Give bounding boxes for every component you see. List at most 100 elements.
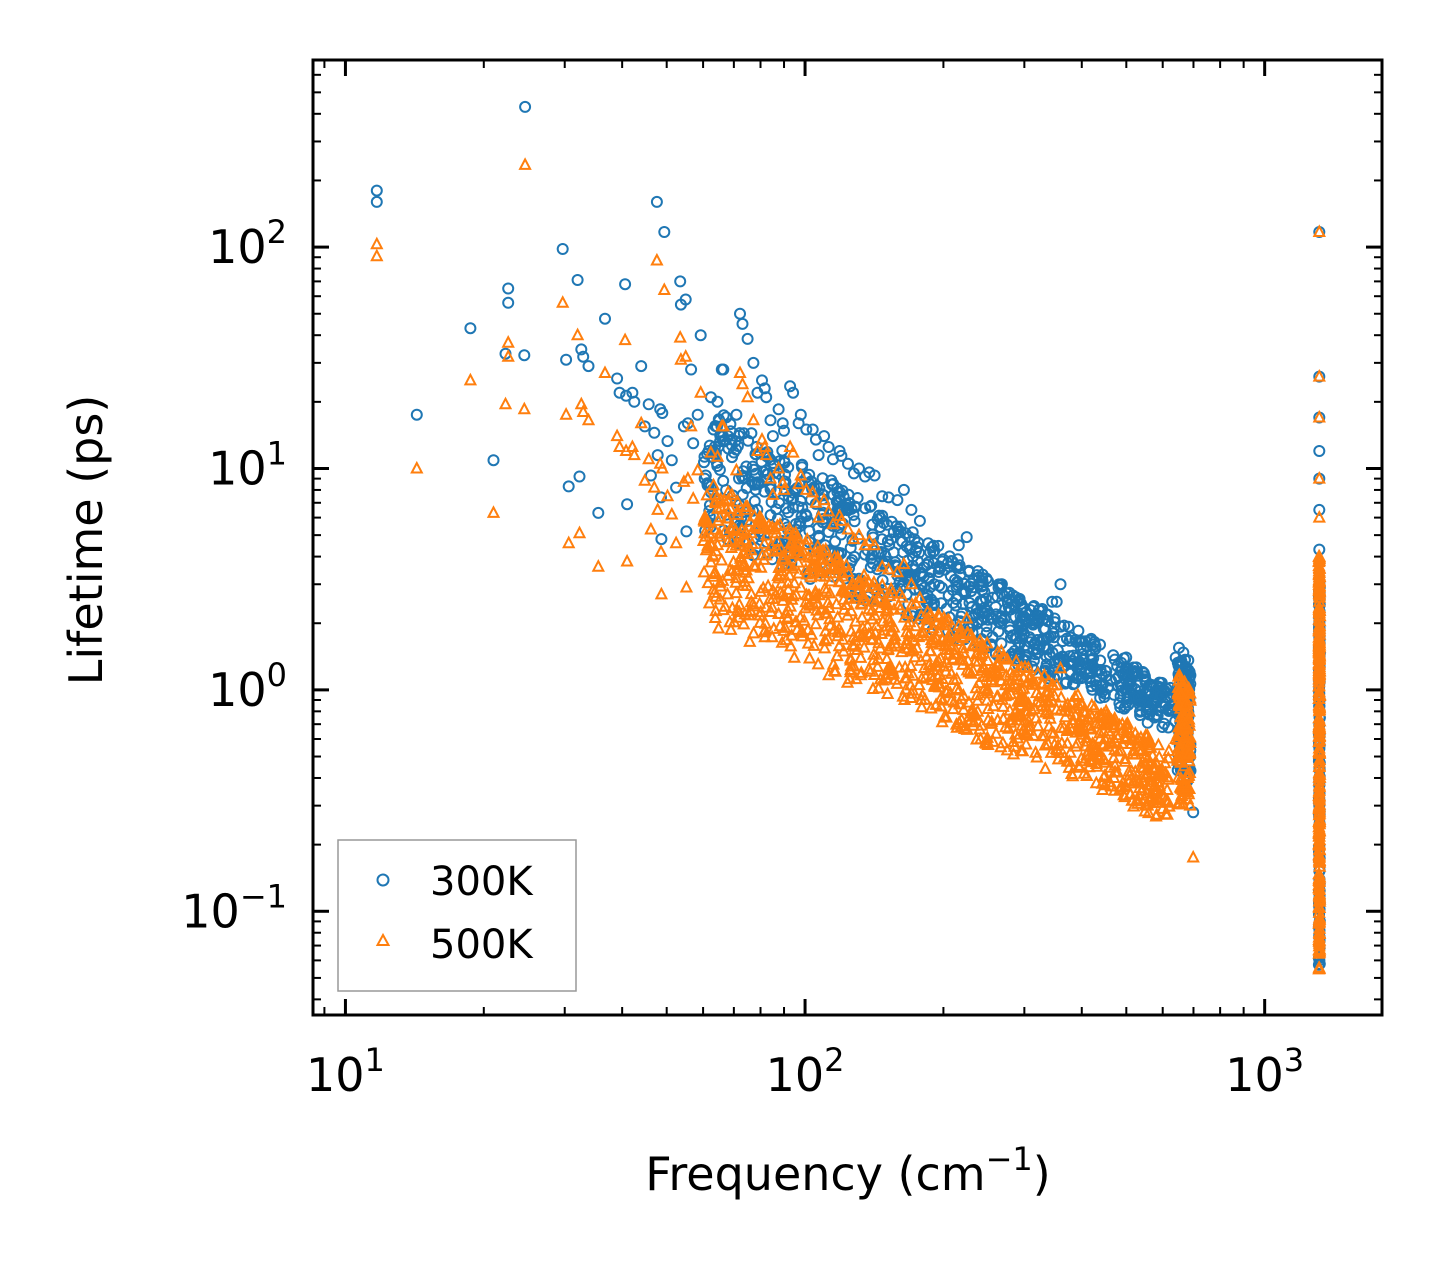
point-300K [891, 494, 904, 507]
point-300K [913, 514, 926, 527]
point-500K [1094, 707, 1109, 720]
point-300K [727, 446, 740, 459]
point-300K [679, 293, 692, 306]
point-300K [1090, 680, 1103, 693]
point-500K [871, 591, 886, 604]
point-500K [868, 607, 882, 621]
point-300K [621, 498, 634, 511]
point-500K [517, 401, 531, 415]
point-500K [572, 525, 587, 539]
point-500K [647, 479, 661, 493]
point-500K [1075, 722, 1089, 736]
point-500K [711, 620, 726, 634]
point-300K [1019, 614, 1032, 627]
point-500K [952, 618, 966, 631]
point-300K [847, 508, 860, 521]
point-500K [752, 596, 767, 609]
point-300K [764, 414, 777, 427]
point-500K [1022, 713, 1036, 727]
point-500K [879, 603, 893, 617]
point-300K [1025, 633, 1038, 646]
point-500K [733, 365, 747, 378]
point-300K [922, 537, 935, 550]
point-500K [1172, 668, 1186, 682]
point-500K [723, 562, 737, 575]
point-500K [823, 617, 837, 631]
point-500K [710, 501, 725, 514]
point-500K [1312, 632, 1326, 646]
point-500K [1115, 716, 1129, 730]
point-500K [871, 651, 885, 664]
point-500K [922, 657, 936, 670]
point-500K [898, 670, 912, 684]
y-tick-label: 100 [208, 656, 287, 717]
point-500K [880, 686, 895, 699]
point-500K [1042, 706, 1056, 720]
point-500K [1071, 687, 1085, 700]
point-500K [942, 637, 957, 650]
point-500K [1099, 755, 1113, 768]
point-500K [938, 612, 952, 626]
point-300K [613, 386, 626, 399]
point-500K [777, 623, 791, 636]
point-500K [970, 687, 984, 701]
point-500K [1011, 707, 1025, 720]
point-300K [810, 480, 823, 493]
point-300K [571, 274, 584, 286]
point-500K [1038, 737, 1052, 751]
point-500K [728, 522, 743, 536]
point-500K [821, 503, 836, 517]
point-500K [920, 617, 934, 630]
point-500K [921, 610, 935, 624]
point-500K [759, 527, 774, 541]
point-300K [674, 275, 687, 288]
point-500K [1037, 667, 1052, 681]
point-300K [876, 490, 889, 503]
point-300K [887, 546, 900, 559]
point-500K [850, 642, 865, 655]
point-500K [832, 557, 846, 570]
point-500K [1122, 767, 1137, 781]
point-500K [729, 585, 743, 599]
point-300K [829, 535, 842, 548]
point-300K [845, 502, 858, 515]
point-500K [1006, 746, 1021, 760]
point-500K [941, 647, 956, 660]
point-500K [786, 560, 800, 574]
point-500K [787, 575, 802, 589]
point-300K [906, 526, 919, 539]
point-500K [698, 508, 712, 522]
point-500K [888, 672, 902, 685]
point-300K [949, 599, 962, 612]
point-300K [927, 545, 940, 558]
point-500K [953, 625, 968, 639]
point-500K [984, 672, 998, 686]
point-500K [781, 544, 795, 558]
point-300K [957, 585, 970, 597]
point-500K [674, 352, 688, 365]
point-500K [1041, 736, 1055, 750]
point-300K [1060, 676, 1073, 689]
point-500K [804, 627, 819, 640]
x-tick-exponent: 3 [1284, 1041, 1304, 1079]
x-tick-exponent: 2 [824, 1041, 844, 1079]
point-500K [904, 690, 918, 703]
point-500K [740, 578, 754, 591]
point-300K [786, 501, 799, 514]
point-300K [866, 518, 879, 531]
point-300K [853, 462, 865, 475]
point-500K [747, 558, 761, 571]
y-tick-exponent: 1 [267, 434, 287, 472]
point-500K [1312, 759, 1326, 772]
point-500K [1082, 759, 1096, 773]
point-500K [559, 407, 573, 420]
point-500K [890, 564, 905, 578]
point-500K [892, 597, 906, 611]
point-500K [654, 544, 668, 557]
point-500K [836, 632, 850, 645]
point-300K [1056, 650, 1069, 663]
point-300K [656, 407, 669, 419]
point-300K [793, 517, 806, 530]
point-500K [862, 533, 876, 547]
